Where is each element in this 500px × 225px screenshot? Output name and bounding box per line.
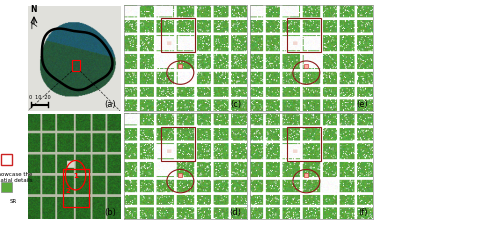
Bar: [72, 61, 80, 72]
Text: (c): (c): [230, 99, 241, 108]
Bar: [287, 19, 321, 53]
Bar: [1, 182, 12, 192]
Text: (a): (a): [104, 99, 117, 108]
Text: (b): (b): [104, 207, 117, 216]
Text: (f): (f): [358, 207, 368, 216]
Text: spatial details: spatial details: [0, 178, 32, 182]
Text: 1: 1: [73, 172, 78, 178]
Text: 2: 2: [66, 187, 70, 193]
Text: (d): (d): [230, 207, 241, 216]
Text: SR: SR: [10, 198, 16, 203]
Bar: [161, 19, 195, 53]
Text: Showcase the: Showcase the: [0, 171, 32, 176]
Text: N: N: [30, 5, 37, 14]
Bar: [62, 169, 88, 207]
Text: (e): (e): [356, 99, 368, 108]
Text: 0  10  20: 0 10 20: [28, 95, 50, 100]
Bar: [1, 155, 12, 165]
Bar: [161, 127, 195, 161]
Bar: [287, 127, 321, 161]
